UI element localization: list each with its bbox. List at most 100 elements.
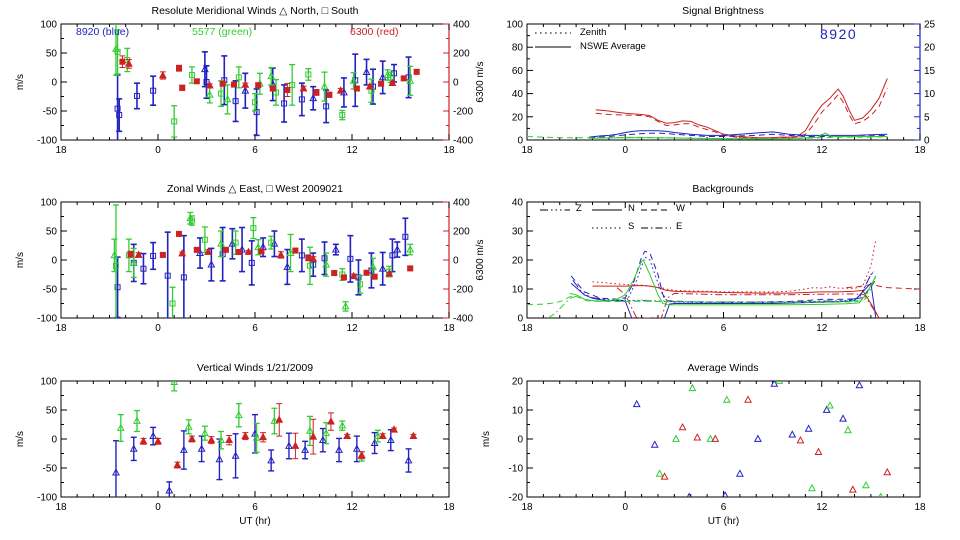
line-r-solid (595, 78, 888, 139)
triangle-marker (205, 81, 214, 89)
y2-tick-label: -200 (453, 285, 473, 296)
y-tick-label: 50 (46, 406, 58, 417)
triangle-marker (165, 486, 174, 494)
s-line-sample (592, 227, 622, 229)
square-marker (306, 262, 313, 269)
square-marker (133, 92, 140, 99)
triangle-marker (848, 485, 857, 493)
y2-axis-label: 6300 m/s (475, 61, 486, 102)
triangle-marker (124, 59, 133, 67)
legend-n: N (628, 203, 635, 214)
line-g-dashdot (548, 295, 577, 318)
triangle-marker (112, 468, 120, 476)
square-marker (268, 239, 275, 246)
x-tick-label: 18 (443, 323, 455, 334)
triangle-marker (349, 271, 358, 280)
square-marker (235, 249, 242, 256)
triangle-marker (822, 405, 831, 413)
y-tick-label: 10 (512, 406, 524, 417)
y-tick-label: 60 (512, 66, 524, 77)
triangle-marker (133, 416, 141, 424)
errbar-series-r (139, 403, 418, 469)
square-marker (378, 80, 385, 87)
triangle-marker (197, 444, 206, 452)
triangle-marker (678, 422, 687, 431)
y-axis-label: m/s (15, 252, 26, 268)
zenith-line-sample (535, 32, 571, 34)
triangle-marker (883, 467, 892, 476)
triangle-marker (149, 431, 158, 439)
triangle-marker (369, 262, 377, 270)
errbar-series-b (114, 51, 412, 140)
triangle-marker (134, 250, 143, 258)
triangle-marker (241, 86, 250, 94)
square-marker (169, 300, 176, 307)
square-marker (176, 230, 183, 237)
square-marker (298, 252, 305, 259)
x-tick-label: 18 (55, 502, 67, 513)
line-r-dot (592, 239, 877, 293)
square-marker (180, 274, 187, 281)
errbar-series-g (112, 24, 415, 138)
square-marker (339, 112, 346, 119)
square-marker (116, 112, 123, 119)
triangle-marker (373, 431, 382, 439)
triangle-marker (744, 395, 752, 403)
y-tick-label: -10 (509, 464, 524, 475)
triangle-marker (283, 262, 292, 270)
y-tick-label: 50 (46, 227, 58, 238)
line-b-dash (589, 132, 888, 139)
series-layer (110, 204, 415, 318)
triangle-marker (688, 383, 697, 392)
triangle-marker (327, 417, 335, 425)
square-marker (400, 75, 407, 82)
x-tick-label: 12 (816, 502, 828, 513)
square-marker (407, 265, 414, 272)
square-marker (159, 251, 166, 258)
triangle-marker (173, 460, 182, 468)
panel-title-vertical: Vertical Winds 1/21/2009 (196, 362, 314, 374)
panel-zonal: 18 0 6 12 18-100-50050100m/s-400-20002004006… (15, 198, 486, 335)
y2-axis-label: 6300 m/s (475, 239, 486, 280)
square-marker (176, 65, 183, 72)
panel-vertical: 18 0 6 12 18 UT (hr) -100 -50 0 50 100 m/s (15, 377, 455, 528)
axes-frame (526, 380, 921, 498)
triangle-marker (722, 395, 731, 403)
y2-tick-label: 0 (453, 78, 459, 89)
x-tick-label: 12 (346, 323, 358, 334)
y-tick-label: 0 (51, 78, 57, 89)
x-tick-label: 6 (252, 502, 258, 513)
line-b-zdot (572, 271, 875, 303)
errbar-series-r (660, 395, 892, 493)
triangle-marker (188, 434, 196, 442)
axes-frame (60, 201, 450, 319)
triangle-marker (826, 401, 834, 409)
square-marker (150, 87, 157, 94)
line-b-solid (570, 282, 633, 318)
triangle-marker (291, 441, 300, 449)
series-layer (527, 239, 920, 318)
triangle-marker (331, 245, 340, 253)
triangle-marker (753, 434, 762, 442)
triangle-marker (215, 454, 224, 463)
line-g-dash (527, 294, 872, 306)
triangle-marker (365, 82, 374, 90)
line-r-dashdot (616, 287, 880, 318)
panel-title-signal-brightness: Signal Brightness (682, 5, 764, 17)
triangle-marker (341, 301, 350, 310)
triangle-marker (217, 239, 225, 247)
panel-title-average-winds: Average Winds (687, 362, 759, 374)
triangle-marker (390, 425, 398, 433)
x-tick-label: 18 (521, 145, 533, 156)
triangle-marker (807, 483, 816, 492)
line-g-solid (569, 259, 877, 306)
x-tick-label: 18 (914, 145, 926, 156)
square-marker (252, 99, 258, 106)
x-tick-label: 0 (155, 502, 161, 513)
triangle-marker (721, 491, 729, 497)
x-tick-label: 0 (622, 502, 628, 513)
square-marker (321, 255, 328, 262)
y-tick-label: -100 (37, 493, 57, 504)
errbar-series-r (127, 230, 414, 281)
